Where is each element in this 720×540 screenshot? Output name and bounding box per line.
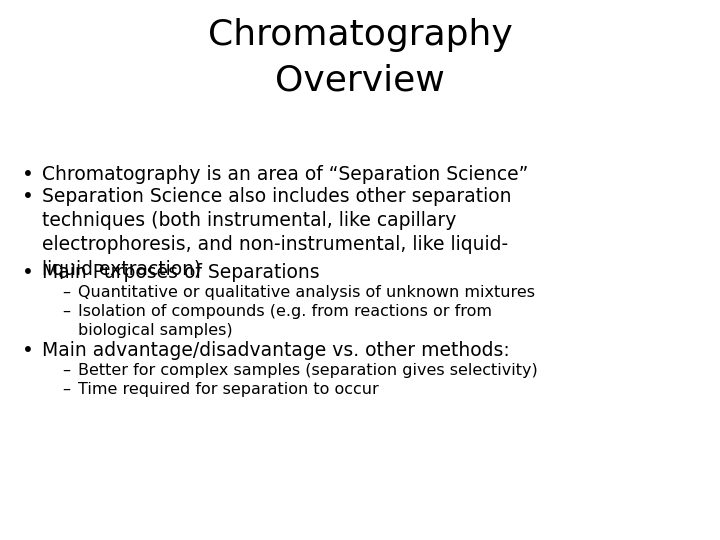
Text: •: • [22,341,34,360]
Text: Overview: Overview [275,63,445,97]
Text: Main Purposes of Separations: Main Purposes of Separations [42,263,320,282]
Text: –: – [62,382,70,397]
Text: •: • [22,165,34,184]
Text: Separation Science also includes other separation
techniques (both instrumental,: Separation Science also includes other s… [42,187,511,279]
Text: Time required for separation to occur: Time required for separation to occur [78,382,379,397]
Text: Isolation of compounds (e.g. from reactions or from
biological samples): Isolation of compounds (e.g. from reacti… [78,304,492,338]
Text: Quantitative or qualitative analysis of unknown mixtures: Quantitative or qualitative analysis of … [78,285,535,300]
Text: Chromatography: Chromatography [207,18,513,52]
Text: –: – [62,304,70,319]
Text: •: • [22,187,34,206]
Text: Better for complex samples (separation gives selectivity): Better for complex samples (separation g… [78,363,538,378]
Text: Chromatography is an area of “Separation Science”: Chromatography is an area of “Separation… [42,165,528,184]
Text: Main advantage/disadvantage vs. other methods:: Main advantage/disadvantage vs. other me… [42,341,510,360]
Text: –: – [62,285,70,300]
Text: •: • [22,263,34,282]
Text: –: – [62,363,70,378]
